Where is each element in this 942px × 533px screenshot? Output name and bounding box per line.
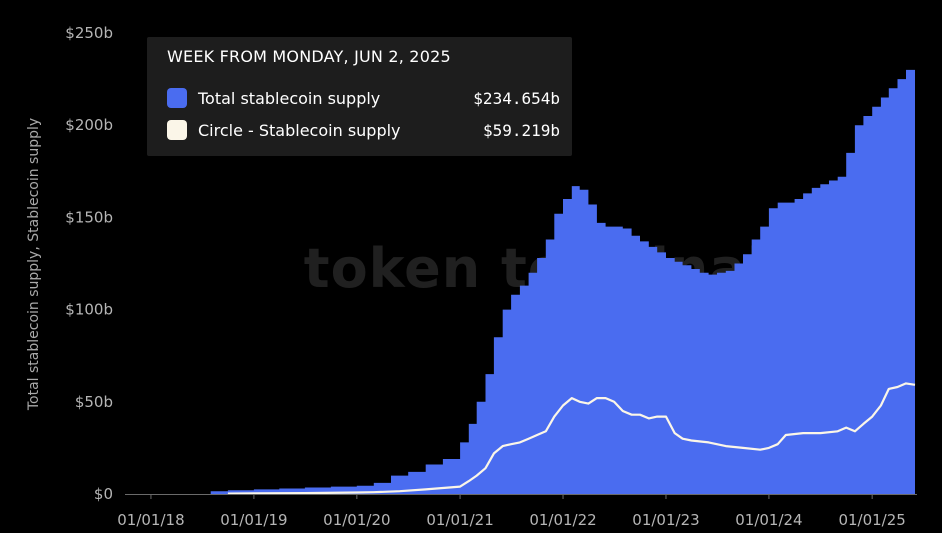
tooltip-label-total: Total stablecoin supply xyxy=(198,88,381,108)
y-tick-label: $50b xyxy=(75,393,113,411)
tooltip-title: WEEK FROM MONDAY, JUN 2, 2025 xyxy=(167,47,451,66)
y-axis-label: Total stablecoin supply, Stablecoin supp… xyxy=(26,118,42,411)
tooltip-row-total: Total stablecoin supply $234.654b xyxy=(167,87,560,109)
tooltip-value-total: $234.654b xyxy=(473,88,560,108)
y-tick-label: $150b xyxy=(65,208,113,226)
x-tick-label: 01/01/19 xyxy=(220,511,287,529)
tooltip-value-circle: $59.219b xyxy=(482,120,560,140)
line-series-group xyxy=(227,382,916,495)
y-tick-label: $250b xyxy=(65,24,113,42)
x-tick-label: 01/01/23 xyxy=(632,511,699,529)
y-ticks-group: $0 $50b $100b $150b $200b $250b xyxy=(65,24,113,503)
tooltip-label-circle: Circle - Stablecoin supply xyxy=(198,120,401,140)
x-ticks-group: 01/01/18 01/01/19 01/01/20 01/01/21 01/01/22… xyxy=(117,494,906,529)
x-tick-label: 01/01/22 xyxy=(529,511,596,529)
x-tick-label: 01/01/25 xyxy=(838,511,905,529)
legend-swatch-total xyxy=(167,88,187,108)
y-tick-label: $0 xyxy=(94,485,113,503)
y-tick-label: $200b xyxy=(65,116,113,134)
y-tick-label: $100b xyxy=(65,301,113,319)
hover-tooltip: WEEK FROM MONDAY, JUN 2, 2025 Total stab… xyxy=(147,37,572,156)
legend-swatch-circle xyxy=(167,120,187,140)
x-tick-label: 01/01/18 xyxy=(117,511,184,529)
x-tick-label: 01/01/24 xyxy=(735,511,802,529)
area-series-group xyxy=(210,61,915,495)
series-line-circle-stablecoin-supply xyxy=(227,382,916,495)
tooltip-row-circle: Circle - Stablecoin supply $59.219b xyxy=(167,119,560,141)
series-area-total-stablecoin-supply xyxy=(210,61,915,495)
x-tick-label: 01/01/21 xyxy=(426,511,493,529)
x-tick-label: 01/01/20 xyxy=(323,511,390,529)
